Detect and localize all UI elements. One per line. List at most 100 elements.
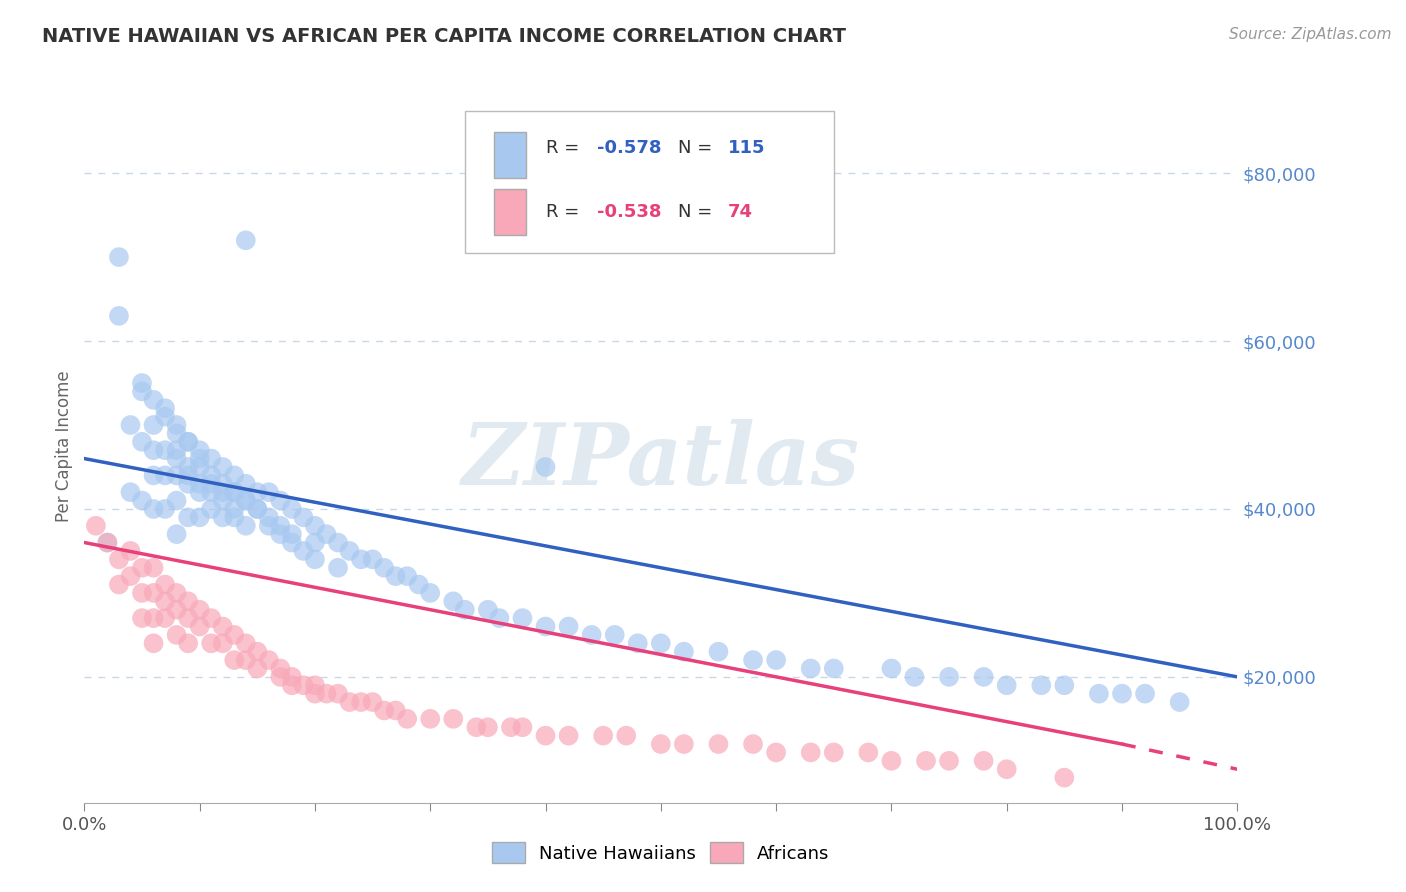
Text: R =: R =: [546, 139, 585, 157]
Point: [166, 493, 188, 508]
Point: [269, 661, 291, 675]
Point: [304, 678, 326, 692]
Point: [858, 746, 880, 760]
Point: [650, 737, 672, 751]
Point: [177, 611, 200, 625]
FancyBboxPatch shape: [465, 111, 834, 253]
Point: [188, 619, 211, 633]
Point: [166, 527, 188, 541]
Text: NATIVE HAWAIIAN VS AFRICAN PER CAPITA INCOME CORRELATION CHART: NATIVE HAWAIIAN VS AFRICAN PER CAPITA IN…: [42, 27, 846, 45]
Text: 115: 115: [728, 139, 765, 157]
Point: [200, 502, 222, 516]
Point: [281, 527, 304, 541]
Point: [142, 417, 165, 432]
Point: [512, 611, 534, 625]
Point: [765, 746, 787, 760]
Point: [880, 661, 903, 675]
Point: [339, 695, 361, 709]
Point: [823, 661, 845, 675]
Point: [454, 603, 477, 617]
Point: [592, 729, 614, 743]
Y-axis label: Per Capita Income: Per Capita Income: [55, 370, 73, 522]
Point: [800, 661, 823, 675]
Point: [419, 586, 441, 600]
Point: [488, 611, 510, 625]
Point: [235, 493, 257, 508]
Point: [499, 720, 522, 734]
Bar: [494, 189, 526, 235]
Point: [120, 485, 142, 500]
Point: [477, 720, 499, 734]
Point: [1168, 695, 1191, 709]
Point: [361, 552, 384, 566]
Point: [211, 619, 233, 633]
Point: [973, 754, 995, 768]
Point: [120, 544, 142, 558]
Point: [326, 560, 349, 574]
Point: [373, 703, 395, 717]
Point: [188, 603, 211, 617]
Point: [292, 678, 315, 692]
Point: [614, 729, 637, 743]
Point: [153, 502, 176, 516]
Point: [200, 451, 222, 466]
Point: [131, 560, 153, 574]
Point: [177, 594, 200, 608]
Point: [1088, 687, 1111, 701]
Point: [224, 653, 246, 667]
Point: [1111, 687, 1133, 701]
Point: [384, 703, 406, 717]
Point: [211, 510, 233, 524]
Point: [224, 628, 246, 642]
Point: [200, 636, 222, 650]
Point: [166, 628, 188, 642]
Point: [131, 434, 153, 449]
Point: [477, 603, 499, 617]
Point: [188, 451, 211, 466]
Point: [108, 309, 131, 323]
Point: [441, 594, 464, 608]
Point: [224, 468, 246, 483]
Point: [581, 628, 603, 642]
Point: [177, 434, 200, 449]
Point: [269, 527, 291, 541]
Point: [1053, 678, 1076, 692]
Point: [361, 695, 384, 709]
Point: [142, 392, 165, 407]
Point: [235, 636, 257, 650]
Point: [973, 670, 995, 684]
Point: [142, 636, 165, 650]
Point: [166, 468, 188, 483]
Point: [211, 460, 233, 475]
Point: [166, 443, 188, 458]
Point: [384, 569, 406, 583]
Point: [672, 737, 695, 751]
Point: [142, 586, 165, 600]
Point: [131, 586, 153, 600]
Point: [200, 476, 222, 491]
Point: [707, 737, 730, 751]
Point: [292, 510, 315, 524]
Point: [142, 443, 165, 458]
Point: [200, 468, 222, 483]
Point: [235, 518, 257, 533]
Point: [1133, 687, 1156, 701]
Point: [177, 434, 200, 449]
Point: [177, 468, 200, 483]
Point: [153, 409, 176, 424]
Point: [200, 485, 222, 500]
Point: [257, 518, 280, 533]
Point: [211, 493, 233, 508]
Point: [235, 233, 257, 247]
Point: [224, 502, 246, 516]
Point: [292, 544, 315, 558]
Point: [166, 426, 188, 441]
Point: [557, 729, 579, 743]
Point: [339, 544, 361, 558]
Point: [177, 510, 200, 524]
Point: [235, 493, 257, 508]
Point: [534, 460, 557, 475]
Point: [627, 636, 650, 650]
Point: [166, 417, 188, 432]
Point: [211, 485, 233, 500]
